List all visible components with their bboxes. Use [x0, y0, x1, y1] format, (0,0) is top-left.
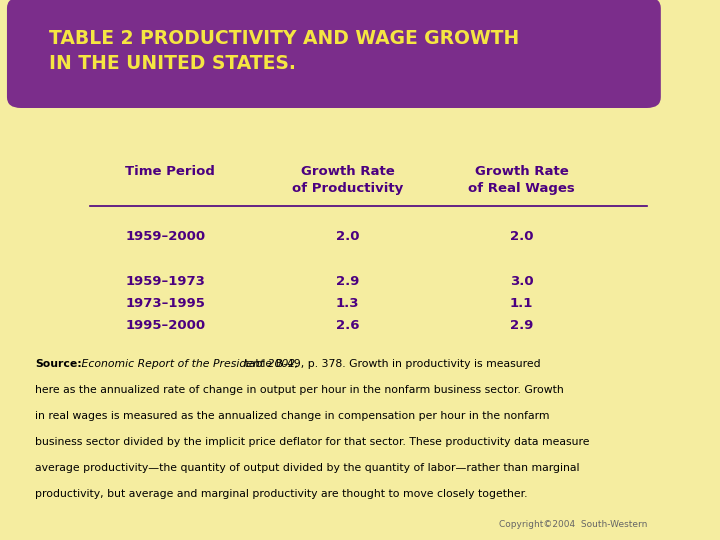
Text: business sector divided by the implicit price deflator for that sector. These pr: business sector divided by the implicit …: [35, 437, 589, 447]
Text: table B-49, p. 378. Growth in productivity is measured: table B-49, p. 378. Growth in productivi…: [241, 359, 541, 369]
Text: 2.6: 2.6: [336, 319, 359, 332]
FancyBboxPatch shape: [7, 0, 661, 108]
Text: Growth Rate
of Real Wages: Growth Rate of Real Wages: [468, 165, 575, 195]
Text: Source:: Source:: [35, 359, 81, 369]
Text: average productivity—the quantity of output divided by the quantity of labor—rat: average productivity—the quantity of out…: [35, 463, 580, 473]
Text: Growth Rate
of Productivity: Growth Rate of Productivity: [292, 165, 403, 195]
Text: 1973–1995: 1973–1995: [125, 297, 205, 310]
Text: productivity, but average and marginal productivity are thought to move closely : productivity, but average and marginal p…: [35, 489, 527, 499]
Text: 1.1: 1.1: [510, 297, 534, 310]
Text: 1.3: 1.3: [336, 297, 359, 310]
Text: 2.0: 2.0: [510, 230, 534, 242]
Text: 1959–2000: 1959–2000: [125, 230, 205, 242]
Text: 3.0: 3.0: [510, 275, 534, 288]
Text: 1995–2000: 1995–2000: [125, 319, 205, 332]
Text: 2.9: 2.9: [336, 275, 359, 288]
Text: Copyright©2004  South-Western: Copyright©2004 South-Western: [498, 520, 647, 529]
Text: 2.0: 2.0: [336, 230, 359, 242]
Text: Economic Report of the President 2002,: Economic Report of the President 2002,: [78, 359, 299, 369]
Text: 2.9: 2.9: [510, 319, 534, 332]
Text: in real wages is measured as the annualized change in compensation per hour in t: in real wages is measured as the annuali…: [35, 411, 549, 421]
Text: TABLE 2 PRODUCTIVITY AND WAGE GROWTH
IN THE UNITED STATES.: TABLE 2 PRODUCTIVITY AND WAGE GROWTH IN …: [49, 29, 519, 73]
Text: here as the annualized rate of change in output per hour in the nonfarm business: here as the annualized rate of change in…: [35, 385, 564, 395]
Text: 1959–1973: 1959–1973: [125, 275, 205, 288]
Text: Time Period: Time Period: [125, 165, 215, 178]
